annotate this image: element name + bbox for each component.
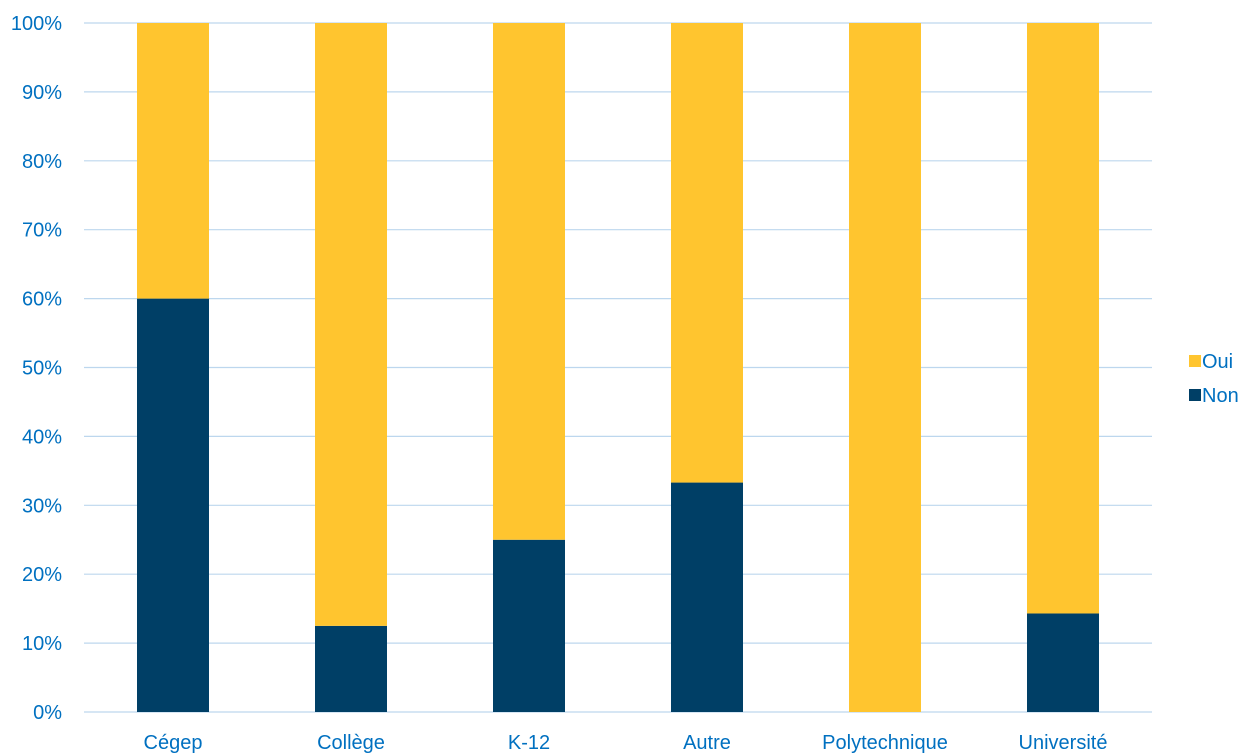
legend-label-non: Non bbox=[1202, 385, 1239, 407]
bars bbox=[137, 23, 1099, 712]
bar-segment-non bbox=[1027, 613, 1099, 712]
bar-segment-oui bbox=[315, 23, 387, 626]
y-tick-label: 80% bbox=[22, 151, 62, 173]
bar-segment-oui bbox=[671, 23, 743, 483]
bar-segment-oui bbox=[493, 23, 565, 540]
y-tick-label: 20% bbox=[22, 564, 62, 586]
y-tick-label: 60% bbox=[22, 289, 62, 311]
x-category-label: Autre bbox=[683, 732, 731, 754]
y-tick-label: 10% bbox=[22, 633, 62, 655]
x-axis-category-labels: Cégep Collège K-12 Autre Polytechnique Univer… bbox=[144, 732, 1108, 754]
x-category-label: Polytechnique bbox=[822, 732, 948, 754]
gridlines bbox=[84, 22, 1152, 713]
legend-swatch-non bbox=[1189, 389, 1201, 401]
y-tick-label: 70% bbox=[22, 220, 62, 242]
x-category-label: Cégep bbox=[144, 732, 203, 754]
y-tick-label: 40% bbox=[22, 426, 62, 448]
legend: Oui Non bbox=[1189, 351, 1239, 407]
bar-segment-oui bbox=[849, 23, 921, 712]
bar-segment-non bbox=[315, 625, 387, 712]
bar-segment-oui bbox=[1027, 23, 1099, 614]
bar-segment-non bbox=[493, 539, 565, 712]
bar-segment-non bbox=[137, 298, 209, 712]
y-tick-label: 50% bbox=[22, 358, 62, 380]
bar-segment-oui bbox=[137, 23, 209, 299]
x-category-label: Collège bbox=[317, 732, 385, 754]
y-tick-label: 0% bbox=[33, 702, 62, 724]
x-category-label: Université bbox=[1019, 732, 1108, 754]
x-category-label: K-12 bbox=[508, 732, 550, 754]
y-tick-label: 30% bbox=[22, 495, 62, 517]
bar-segment-non bbox=[671, 482, 743, 712]
legend-swatch-oui bbox=[1189, 355, 1201, 367]
y-tick-label: 100% bbox=[11, 13, 62, 35]
y-tick-label: 90% bbox=[22, 82, 62, 104]
y-axis-tick-labels: 0% 10% 20% 30% 40% 50% 60% 70% 80% 90% 100% bbox=[11, 13, 62, 724]
legend-label-oui: Oui bbox=[1202, 351, 1233, 373]
